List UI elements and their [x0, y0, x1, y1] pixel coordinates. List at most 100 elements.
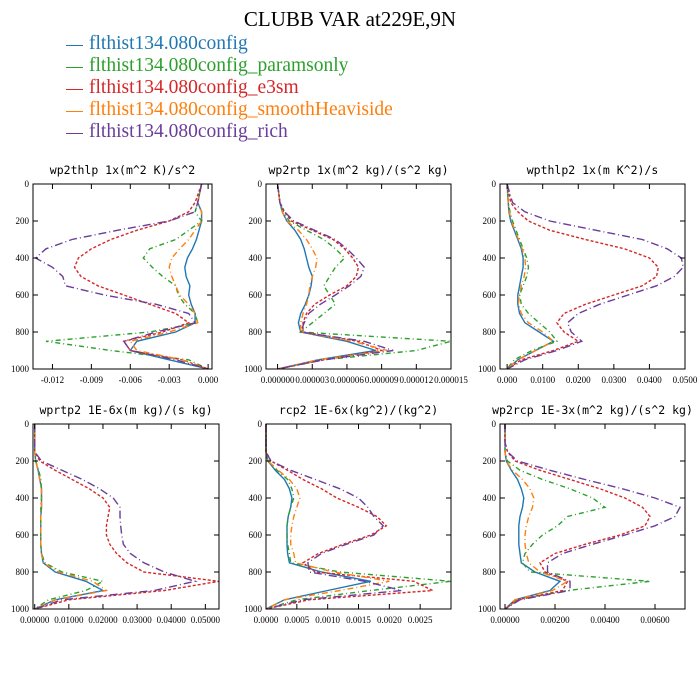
x-tick-label: 0.0200 [566, 375, 591, 385]
x-tick-label: 0.0300 [601, 375, 626, 385]
x-tick-label: 0.0025 [408, 615, 433, 625]
plot-frame [499, 423, 686, 610]
x-tick-label: 0.000 [497, 375, 518, 385]
series-line [506, 183, 555, 370]
chart-panel: wpthlp2 1x(m K^2)/s 0 200 400 600 800 10000.00… [478, 163, 698, 385]
y-tick-label: 600 [483, 290, 497, 300]
series-line [45, 183, 209, 370]
series-line [276, 183, 388, 370]
x-tick-label: 0.000003 [295, 375, 329, 385]
series-line [506, 183, 684, 370]
y-tick-label: 0 [25, 179, 30, 189]
series-line [506, 183, 660, 370]
chart-title: wp2thlp 1x(m^2 K)/s^2 [50, 163, 195, 177]
legend-item: flthist134.080config [66, 33, 393, 55]
series-line [504, 424, 562, 610]
x-tick-label: 0.0000 [254, 615, 279, 625]
y-tick-label: 800 [16, 567, 30, 577]
series-line [265, 424, 402, 610]
legend-swatch [66, 132, 83, 134]
x-tick-label: 0.0005 [284, 615, 309, 625]
x-tick-label: 0.00600 [640, 615, 670, 625]
y-tick-label: 600 [483, 530, 497, 540]
y-tick-label: 400 [16, 253, 30, 263]
y-tick-label: 400 [249, 253, 263, 263]
chart-panel: wp2rcp 1E-3x(m^2 kg)/(s^2 kg) 0 200 400 600 8… [478, 403, 693, 625]
x-tick-label: 0.0400 [637, 375, 662, 385]
y-tick-label: 600 [16, 290, 30, 300]
chart-panel: rcp2 1E-6x(kg^2)/(kg^2) 0 200 400 600 800 1000… [244, 403, 452, 625]
x-tick-label: 0.02000 [88, 615, 118, 625]
series-line [34, 424, 106, 610]
legend-item: flthist134.080config_smoothHeaviside [66, 99, 393, 121]
y-tick-label: 200 [249, 456, 263, 466]
series-line [73, 183, 209, 370]
series-line [34, 424, 198, 610]
y-tick-label: 1000 [11, 604, 30, 614]
legend-item: flthist134.080config_rich [66, 121, 393, 143]
y-tick-label: 400 [16, 493, 30, 503]
x-tick-label: 0.00000 [20, 615, 50, 625]
legend-label: flthist134.080config [89, 33, 248, 54]
chart-title: wp2rcp 1E-3x(m^2 kg)/(s^2 kg) [492, 403, 693, 417]
y-tick-label: 200 [483, 216, 497, 226]
x-tick-label: 0.0500 [673, 375, 698, 385]
x-tick-label: -0.003 [158, 375, 182, 385]
y-tick-label: 1000 [244, 364, 263, 374]
figure-title: CLUBB VAR at229E,9N [243, 7, 457, 31]
y-tick-label: 600 [249, 530, 263, 540]
y-tick-label: 1000 [478, 364, 497, 374]
legend-label: flthist134.080config_paramsonly [89, 55, 349, 76]
x-tick-label: 0.05000 [191, 615, 221, 625]
series-line [506, 183, 559, 370]
x-tick-label: 0.000000 [261, 375, 295, 385]
y-tick-label: 1000 [11, 364, 30, 374]
y-tick-label: 1000 [244, 604, 263, 614]
chart-title: wpthlp2 1x(m K^2)/s [527, 163, 659, 177]
series-line [276, 183, 452, 370]
series-line [265, 424, 390, 610]
series-line [265, 424, 371, 610]
series-line [276, 183, 394, 370]
series-line [504, 424, 682, 610]
chart-panel: wp2thlp 1x(m^2 K)/s^2 0 200 400 600 800 1000 -0… [11, 163, 219, 385]
y-tick-label: 200 [483, 456, 497, 466]
y-tick-label: 0 [258, 419, 263, 429]
x-tick-label: 0.000 [198, 375, 219, 385]
series-line [504, 424, 651, 610]
series-line [34, 424, 109, 610]
y-tick-label: 0 [492, 419, 497, 429]
legend-swatch [66, 110, 83, 112]
x-tick-label: 0.0010 [315, 615, 340, 625]
legend-swatch [66, 44, 83, 46]
x-tick-label: 0.000012 [399, 375, 433, 385]
series-line [504, 424, 570, 610]
legend-item: flthist134.080config_e3sm [66, 77, 393, 99]
x-tick-label: 0.03000 [122, 615, 152, 625]
y-tick-label: 0 [492, 179, 497, 189]
y-tick-label: 800 [249, 327, 263, 337]
y-tick-label: 0 [258, 179, 263, 189]
series-line [504, 424, 651, 610]
chart-panel: wprtp2 1E-6x(m kg)/(s kg) 0 200 400 600 800 10… [11, 403, 220, 625]
x-tick-label: 0.01000 [54, 615, 84, 625]
y-tick-label: 200 [16, 216, 30, 226]
x-tick-label: 0.0015 [346, 615, 371, 625]
x-tick-label: 0.0020 [377, 615, 402, 625]
x-tick-label: -0.006 [119, 375, 143, 385]
x-tick-label: 0.0100 [530, 375, 555, 385]
series-line [129, 183, 209, 370]
plot-frame [32, 423, 220, 610]
y-tick-label: 800 [249, 567, 263, 577]
x-tick-label: 0.00200 [540, 615, 570, 625]
legend: flthist134.080config flthist134.080confi… [66, 33, 393, 143]
x-tick-label: 0.000006 [330, 375, 364, 385]
plot-frame [499, 183, 686, 370]
series-line [34, 183, 209, 370]
series-line [34, 424, 220, 610]
chart-title: rcp2 1E-6x(kg^2)/(kg^2) [279, 403, 438, 417]
chart-title: wp2rtp 1x(m^2 kg)/(s^2 kg) [268, 163, 448, 177]
y-tick-label: 400 [483, 493, 497, 503]
plot-frame [265, 183, 452, 370]
